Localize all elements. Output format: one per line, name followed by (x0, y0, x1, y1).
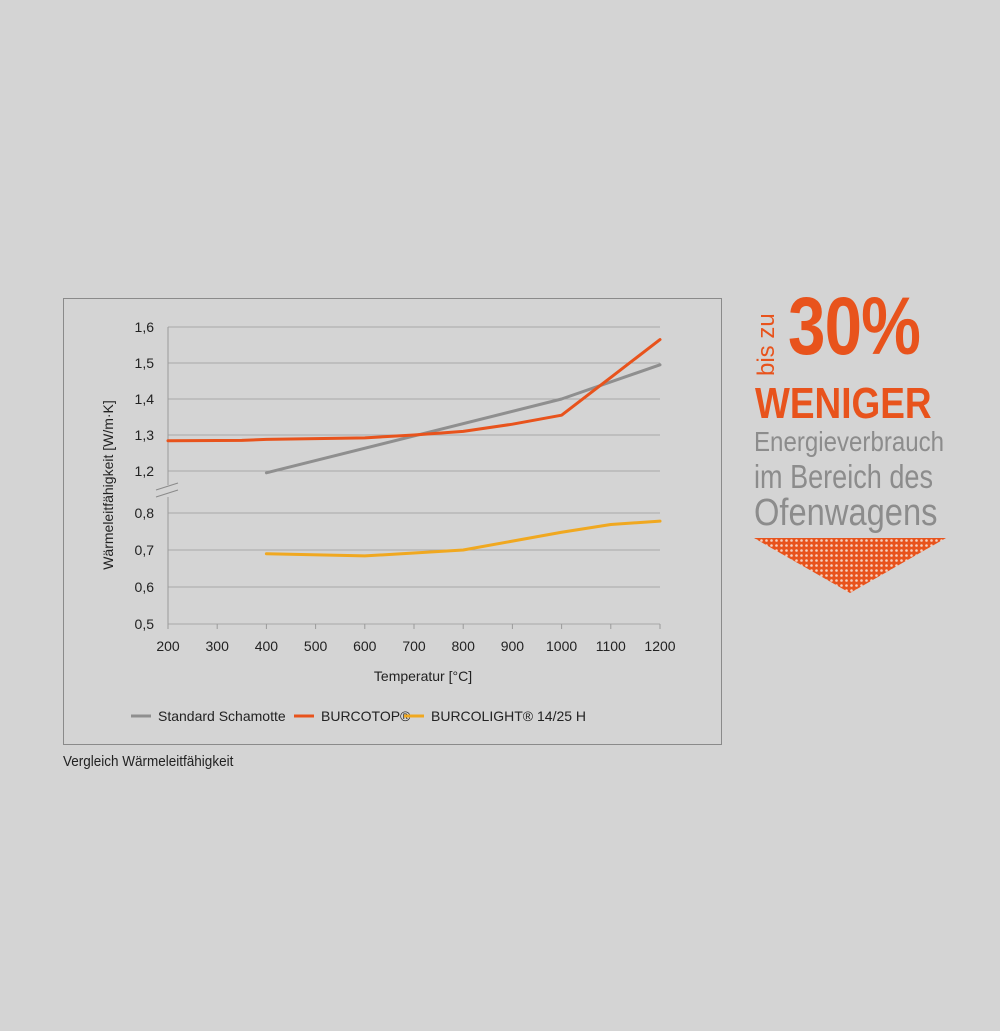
down-arrow-dotted-icon (754, 538, 946, 593)
series-line-1 (264, 363, 662, 475)
x-tick-label: 900 (501, 638, 525, 654)
x-tick-label: 800 (452, 638, 476, 654)
y-tick-label: 0,8 (135, 505, 155, 521)
series-line-2 (166, 338, 662, 443)
x-tick-label: 1200 (644, 638, 675, 654)
x-tick-label: 600 (353, 638, 377, 654)
y-tick-label: 1,4 (135, 391, 155, 407)
series-line-3 (264, 519, 662, 558)
axes (155, 327, 661, 629)
line-chart: 0,5 0,6 0,7 0,8 1,2 1,3 1,4 1,5 1,6 200 300 400 500 6… (100, 319, 676, 724)
promo-line-1: Energieverbrauch (754, 426, 945, 457)
chart-frame (63, 298, 722, 745)
x-tick-label: 400 (255, 638, 279, 654)
legend: Standard Schamotte BURCOTOP® BURCOLIGHT® 1… (131, 708, 586, 724)
y-tick-label: 1,2 (135, 463, 155, 479)
y-tick-label: 0,5 (135, 616, 155, 632)
y-tick-label: 1,5 (135, 355, 155, 371)
legend-label-2: BURCOTOP® (321, 708, 411, 724)
grid (168, 326, 660, 625)
promo-line-3: Ofenwagens (754, 492, 938, 534)
y-tick-label: 0,6 (135, 579, 155, 595)
y-axis-title: Wärmeleitfähigkeit [W/m·K] (100, 400, 116, 570)
promo-block: bis zu 30% WENIGER Energieverbrauch im B… (750, 286, 950, 600)
x-axis-title: Temperatur [°C] (374, 668, 472, 684)
x-tick-label: 1000 (546, 638, 577, 654)
x-tick-label: 500 (304, 638, 328, 654)
promo-prefix: bis zu (753, 313, 780, 376)
axis-break-mark (155, 489, 179, 498)
series-layer (166, 338, 662, 558)
y-tick-label: 1,3 (135, 427, 155, 443)
x-tick-label: 300 (206, 638, 230, 654)
y-tick-label: 0,7 (135, 542, 155, 558)
x-tick-label: 200 (156, 638, 180, 654)
y-tick-label: 1,6 (135, 319, 155, 335)
promo-line-2: im Bereich des (754, 458, 933, 495)
axis-break-mark (155, 482, 179, 491)
promo-percent: 30% (788, 281, 921, 372)
chart-caption: Vergleich Wärmeleitfähigkeit (63, 753, 234, 770)
legend-label-3: BURCOLIGHT® 14/25 H (431, 708, 586, 724)
x-tick-label: 700 (402, 638, 426, 654)
x-tick-label: 1100 (596, 638, 626, 654)
promo-headline: WENIGER (755, 379, 932, 428)
tick-labels: 0,5 0,6 0,7 0,8 1,2 1,3 1,4 1,5 1,6 200 300 400 500 6… (135, 319, 676, 654)
legend-label-1: Standard Schamotte (158, 708, 286, 724)
